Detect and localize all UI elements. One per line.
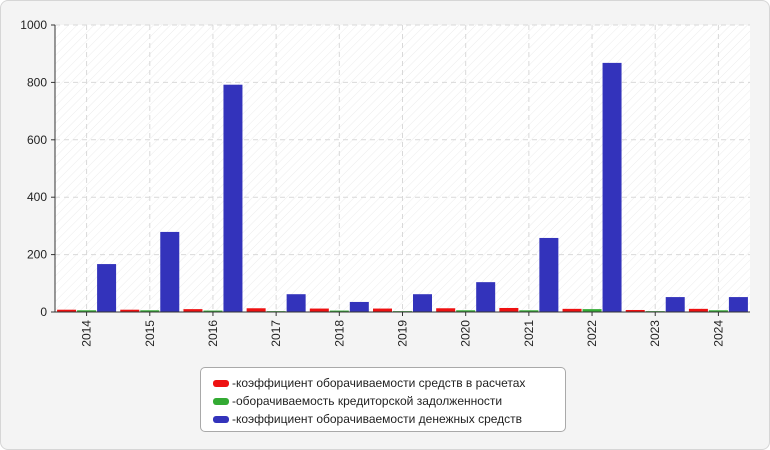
bars xyxy=(57,62,748,312)
bar xyxy=(286,294,306,312)
x-tick-label: 2023 xyxy=(648,320,662,347)
y-tick-label: 400 xyxy=(27,190,47,204)
x-tick-label: 2018 xyxy=(332,320,346,347)
x-tick-label: 2017 xyxy=(269,320,283,347)
bar xyxy=(97,264,117,312)
legend-series-name: оборачиваемость кредиторской задолженнос… xyxy=(236,394,503,408)
bar xyxy=(625,309,645,312)
bar xyxy=(728,297,748,312)
legend-item: - коэффициент оборачиваемости средств в … xyxy=(213,374,565,392)
bar xyxy=(140,310,160,312)
x-tick-label: 2015 xyxy=(143,320,157,347)
x-tick-label: 2016 xyxy=(206,320,220,347)
bar xyxy=(203,310,223,312)
bar xyxy=(246,308,266,312)
y-tick-label: 600 xyxy=(27,133,47,147)
bar xyxy=(160,231,180,312)
bar xyxy=(77,310,97,312)
bar xyxy=(519,310,539,312)
legend-label: - xyxy=(232,412,236,426)
bar xyxy=(665,297,685,312)
x-tick-label: 2022 xyxy=(585,320,599,347)
legend-label: - xyxy=(232,394,236,408)
bar xyxy=(539,237,559,312)
bar xyxy=(183,309,203,312)
grid-lines xyxy=(55,24,750,312)
bar xyxy=(499,307,519,312)
legend-label: - xyxy=(232,376,236,390)
bar xyxy=(562,308,582,312)
legend-item: - оборачиваемость кредиторской задолженн… xyxy=(213,392,565,410)
legend: - коэффициент оборачиваемости средств в … xyxy=(200,367,566,432)
bar xyxy=(476,282,496,312)
bar xyxy=(436,308,456,312)
bar xyxy=(582,309,602,312)
y-tick-label: 800 xyxy=(27,75,47,89)
legend-series-name: коэффициент оборачиваемости средств в ра… xyxy=(236,376,526,390)
x-tick-label: 2014 xyxy=(80,320,94,347)
y-tick-labels: 0 200 400 600 800 1000 xyxy=(20,18,55,319)
x-tick-label: 2021 xyxy=(522,320,536,347)
legend-series-name: коэффициент оборачиваемости денежных сре… xyxy=(236,412,523,426)
bar xyxy=(223,84,243,312)
y-tick-label: 200 xyxy=(27,248,47,262)
y-tick-label: 1000 xyxy=(20,18,47,32)
bar xyxy=(309,308,329,312)
legend-swatch xyxy=(213,379,229,387)
x-tick-label: 2024 xyxy=(711,320,725,347)
bar xyxy=(373,308,392,312)
y-tick-label: 0 xyxy=(40,305,47,319)
bar xyxy=(120,309,140,312)
x-tick-label: 2019 xyxy=(396,320,410,347)
legend-swatch xyxy=(213,397,229,405)
legend-item: - коэффициент оборачиваемости денежных с… xyxy=(213,410,565,428)
bar xyxy=(708,310,728,312)
x-tick-label: 2020 xyxy=(459,320,473,347)
legend-swatch xyxy=(213,415,229,423)
bar xyxy=(57,309,77,312)
bar xyxy=(349,301,369,312)
bar xyxy=(456,310,476,312)
bar xyxy=(329,310,349,312)
bar xyxy=(602,62,622,312)
bar xyxy=(688,308,708,312)
bar xyxy=(413,294,432,312)
x-tick-labels: 2014 2015 2016 2017 2018 2019 2020 2021 2022 2023… xyxy=(80,312,725,347)
